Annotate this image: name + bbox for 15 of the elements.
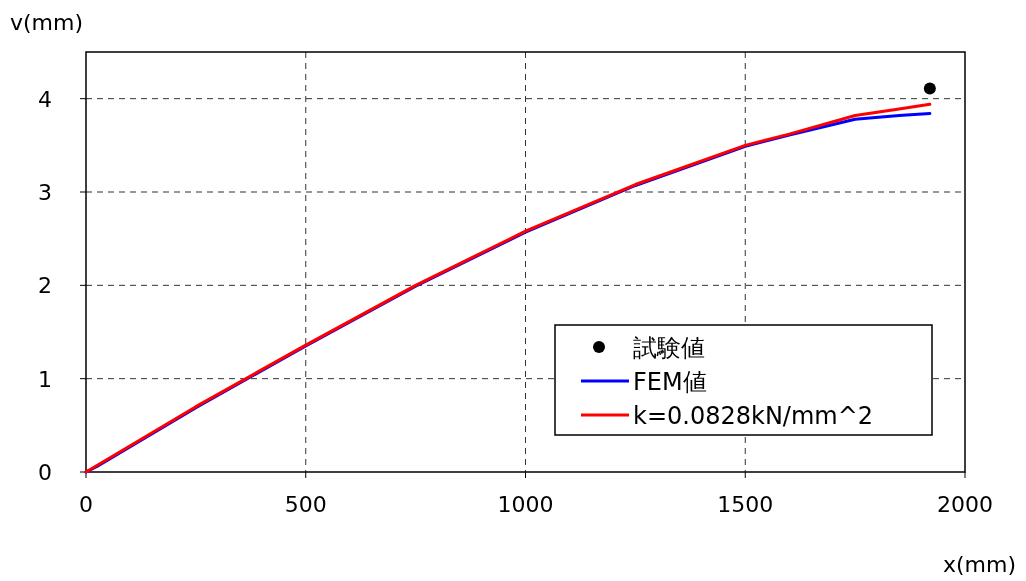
x-tick-label: 1500 — [717, 492, 774, 517]
x-tick-label: 0 — [79, 492, 93, 517]
y-tick-label: 2 — [38, 273, 52, 299]
x-tick-label: 1000 — [497, 492, 554, 517]
legend-label: k=0.0828kN/mm^2 — [633, 402, 874, 430]
legend-label: 試験値 — [633, 334, 705, 362]
y-tick-label: 4 — [38, 86, 52, 112]
y-tick-label: 0 — [38, 460, 52, 485]
x-tick-label: 2000 — [937, 492, 993, 517]
x-tick-label: 500 — [284, 492, 327, 517]
y-tick-label: 1 — [38, 366, 52, 392]
y-tick-label: 3 — [38, 180, 52, 205]
legend-label: FEM値 — [633, 368, 707, 396]
y-axis-title: v(mm) — [10, 10, 84, 35]
x-axis-title: x(mm) — [942, 552, 1016, 577]
